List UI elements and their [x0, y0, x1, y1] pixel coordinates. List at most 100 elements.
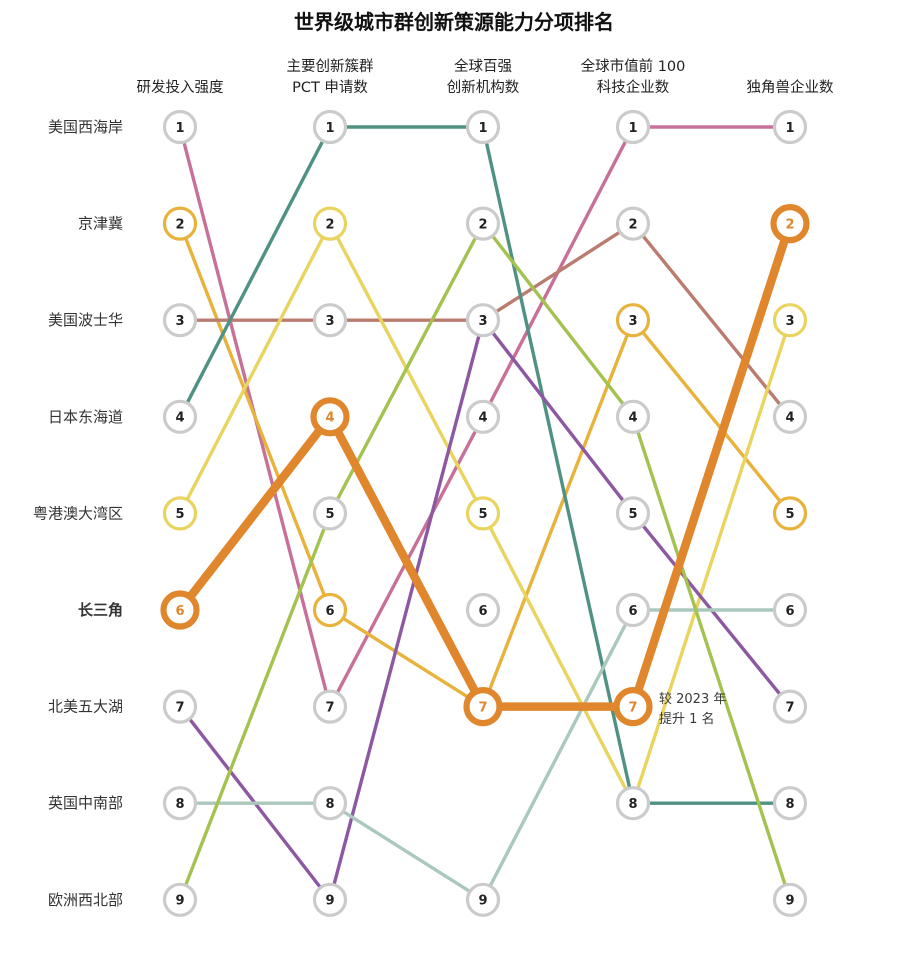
node-number-col4-rank4: 4 — [628, 411, 637, 426]
node-circle-col4-rank4 — [615, 399, 651, 434]
node-circle-col3-rank1 — [465, 109, 501, 145]
node-circle-col1-rank8 — [162, 786, 198, 821]
node-circle-col1-rank3 — [162, 303, 198, 338]
node-number-col3-rank4: 4 — [478, 411, 487, 426]
annotation: 较 2023 年提升 1 名 — [659, 692, 726, 727]
column-header-pct-filings: 主要创新簇群 — [287, 57, 374, 75]
column-header-top100-tech-firms: 科技企业数 — [597, 78, 670, 96]
node-circle-col5-rank4 — [772, 399, 808, 434]
node-circle-col2-rank7 — [312, 689, 348, 724]
node-circle-col3-rank7 — [463, 686, 503, 727]
row-label-7: 英国中南部 — [48, 794, 123, 812]
node-number-col5-rank4: 4 — [785, 411, 794, 426]
node-circle-col5-rank9 — [772, 882, 808, 917]
node-number-col4-rank8: 8 — [628, 797, 637, 812]
node-circle-col1-rank2 — [162, 206, 198, 241]
series-line-5 — [175, 219, 795, 711]
node-number-col1-rank1: 1 — [175, 121, 184, 136]
node-circle-col3-rank4 — [465, 399, 501, 434]
node-number-col1-rank5: 5 — [175, 507, 184, 522]
node-circle-col2-rank3 — [312, 303, 348, 338]
node-number-col2-rank5: 5 — [325, 507, 334, 522]
node-circle-col5-rank2 — [770, 204, 810, 244]
column-header-top100-institutes: 全球百强 — [454, 57, 512, 75]
node-circle-col2-rank2 — [312, 206, 348, 241]
node-number-col5-rank3: 3 — [785, 314, 794, 329]
row-label-8: 欧洲西北部 — [48, 891, 123, 909]
node-circle-col1-rank7 — [162, 689, 198, 724]
node-number-col4-rank7: 7 — [628, 700, 637, 715]
node-circle-col4-rank6 — [615, 592, 651, 628]
chart-title: 世界级城市群创新策源能力分项排名 — [294, 10, 614, 34]
column-header-top100-institutes: 创新机构数 — [447, 79, 520, 96]
node-number-col1-rank6: 6 — [175, 604, 184, 619]
node-number-col1-rank4: 4 — [175, 411, 184, 426]
node-circle-col5-rank6 — [772, 592, 808, 628]
node-number-col4-rank2: 2 — [628, 217, 637, 232]
node-number-col2-rank9: 9 — [325, 894, 334, 909]
node-number-col2-rank3: 3 — [325, 314, 334, 329]
column-header-rd-intensity: 研发投入强度 — [137, 79, 224, 96]
node-number-col3-rank6: 6 — [478, 604, 487, 619]
node-circle-col1-rank4 — [162, 399, 198, 434]
node-number-col1-rank2: 2 — [175, 217, 184, 232]
node-number-col5-rank9: 9 — [785, 894, 794, 909]
node-number-col3-rank5: 5 — [478, 507, 487, 522]
node-number-col3-rank7: 7 — [478, 700, 487, 715]
node-number-col4-rank6: 6 — [628, 604, 637, 619]
node-number-col2-rank1: 1 — [325, 121, 334, 136]
node-circle-col5-rank8 — [772, 786, 808, 821]
node-number-col3-rank2: 2 — [478, 217, 487, 232]
row-label-3: 日本东海道 — [48, 408, 123, 426]
node-circle-col4-rank2 — [615, 206, 651, 241]
column-header-pct-filings: PCT 申请数 — [292, 79, 368, 96]
node-number-col4-rank5: 5 — [628, 507, 637, 522]
node-circle-col3-rank6 — [465, 592, 501, 628]
row-label-0: 美国西海岸 — [48, 118, 123, 136]
node-number-col5-rank2: 2 — [785, 217, 794, 232]
node-number-col5-rank5: 5 — [785, 507, 794, 522]
node-circle-col1-rank9 — [162, 882, 198, 917]
node-circle-col5-rank7 — [772, 689, 808, 724]
node-circle-col1-rank1 — [162, 109, 198, 145]
column-header-unicorns: 独角兽企业数 — [747, 78, 834, 96]
column-header-top100-tech-firms: 全球市值前 100 — [581, 57, 686, 75]
node-number-col5-rank6: 6 — [785, 604, 794, 619]
node-circle-col1-rank6 — [160, 590, 200, 630]
annotation-line-0: 较 2023 年 — [659, 692, 726, 707]
node-circle-col3-rank2 — [465, 206, 501, 241]
node-number-col1-rank9: 9 — [175, 894, 184, 909]
node-circle-col4-rank7 — [613, 686, 653, 727]
node-circle-col3-rank3 — [465, 303, 501, 338]
series-line-7 — [178, 608, 792, 902]
row-label-1: 京津冀 — [78, 215, 123, 233]
node-number-col1-rank8: 8 — [175, 797, 184, 812]
node-number-col2-rank7: 7 — [325, 700, 334, 715]
node-circle-col2-rank4 — [310, 397, 350, 437]
node-circle-col5-rank3 — [772, 303, 808, 338]
node-circle-col2-rank6 — [312, 592, 348, 628]
node-circle-col3-rank5 — [465, 496, 501, 531]
node-number-col2-rank2: 2 — [325, 217, 334, 232]
node-number-col2-rank4: 4 — [325, 411, 334, 426]
row-label-4: 粤港澳大湾区 — [33, 504, 123, 522]
node-number-col5-rank7: 7 — [785, 700, 794, 715]
node-number-col2-rank6: 6 — [325, 604, 334, 619]
rank-nodes: 1 7 4 1 1 2 6 7 3 5 3 3 3 2 4 4 1 1 8 8 5 2 5 3 6 4 7 2 7 9 5 7 8 8 9 6 6 9 5 2… — [160, 109, 810, 917]
node-number-col3-rank9: 9 — [478, 894, 487, 909]
node-circle-col2-rank8 — [312, 786, 348, 821]
node-circle-col3-rank9 — [465, 882, 501, 917]
node-number-col5-rank1: 1 — [785, 121, 794, 136]
node-number-col4-rank3: 3 — [628, 314, 637, 329]
row-label-2: 美国波士华 — [48, 311, 123, 329]
node-circle-col5-rank1 — [772, 109, 808, 145]
series-line-1 — [178, 221, 792, 709]
node-circle-col2-rank1 — [312, 109, 348, 145]
row-labels: 美国西海岸京津冀美国波士华日本东海道粤港澳大湾区长三角北美五大湖英国中南部欧洲西… — [33, 118, 123, 909]
annotation-line-1: 提升 1 名 — [659, 711, 715, 727]
node-circle-col2-rank5 — [312, 496, 348, 531]
node-number-col2-rank8: 8 — [325, 797, 334, 812]
